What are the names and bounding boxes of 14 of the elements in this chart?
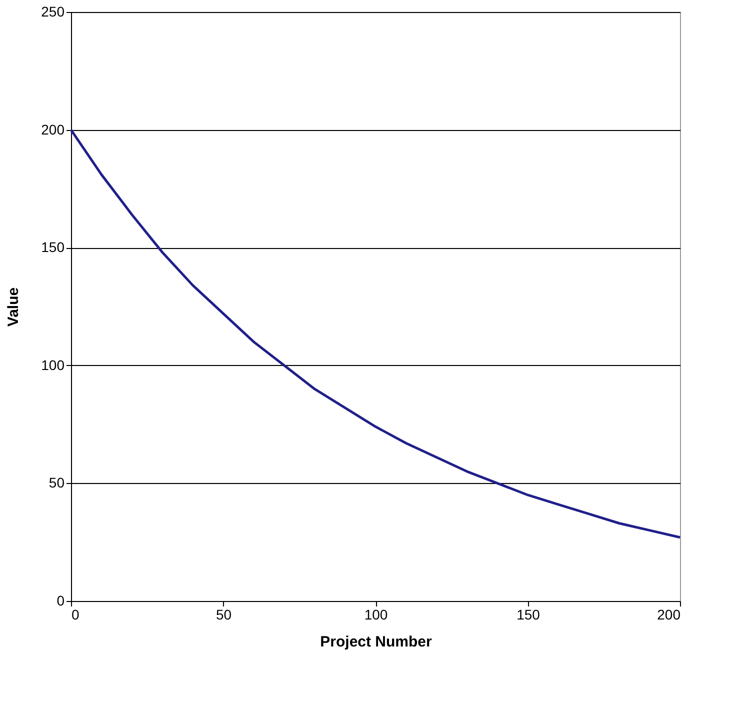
y-tick-label: 100 (41, 356, 65, 373)
x-tick-label: 100 (364, 606, 388, 622)
y-tick-label: 200 (41, 121, 65, 138)
y-tick-label: 50 (48, 474, 65, 491)
y-tick-label: 150 (41, 239, 65, 256)
x-tick-label: 0 (72, 606, 80, 622)
x-tick-label: 200 (657, 606, 681, 622)
y-tick-label: 250 (41, 4, 65, 20)
x-tick-label: 50 (216, 606, 232, 622)
y-axis-title: Value (5, 287, 22, 327)
x-tick-label: 150 (516, 606, 540, 622)
line-series (70, 128, 682, 539)
x-axis-title: Project Number (320, 634, 432, 650)
y-tick-label: 0 (56, 592, 65, 608)
